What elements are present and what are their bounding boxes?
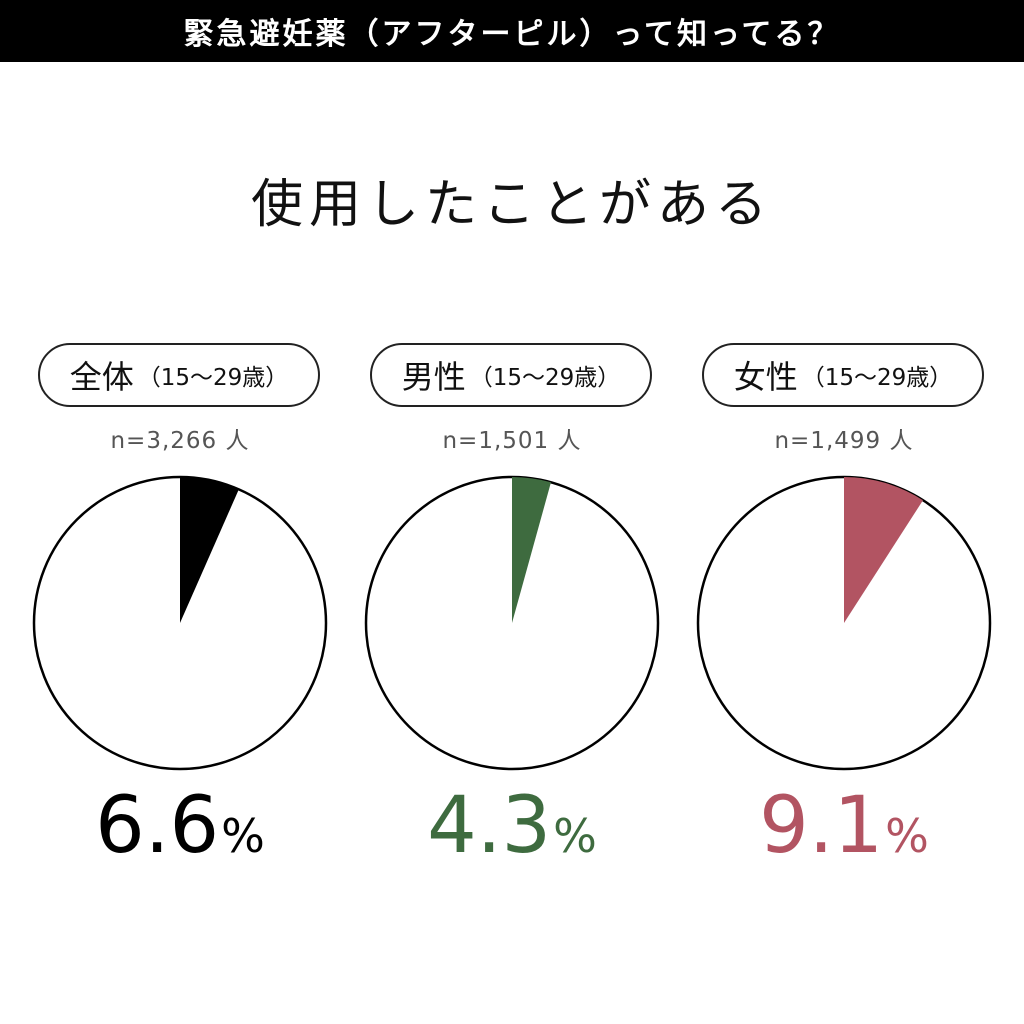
percent-sign: % xyxy=(553,809,597,863)
pie-panel-female: 女性 （15〜29歳） n=1,499 人 9.1% xyxy=(694,343,994,871)
group-label: 女性 xyxy=(733,358,798,396)
percentage-number: 4.3 xyxy=(427,781,552,871)
pie-slice xyxy=(180,477,239,623)
percentage-value: 6.6% xyxy=(30,781,330,892)
header-bar: 緊急避妊薬（アフターピル）って知ってる？ xyxy=(0,0,1024,62)
sample-size-label: n=1,501 人 xyxy=(442,428,582,454)
header-title: 緊急避妊薬（アフターピル）って知ってる？ xyxy=(183,17,841,52)
age-range-label: （15〜29歳） xyxy=(469,365,621,391)
percent-sign: % xyxy=(885,809,929,863)
age-range-label: （15〜29歳） xyxy=(137,365,289,391)
group-pill: 女性 （15〜29歳） xyxy=(702,343,984,407)
group-label: 男性 xyxy=(401,358,466,396)
percentage-number: 6.6 xyxy=(95,781,220,871)
sample-size-label: n=1,499 人 xyxy=(774,428,914,454)
pie-panel-male: 男性 （15〜29歳） n=1,501 人 4.3% xyxy=(362,343,662,871)
percentage-number: 9.1 xyxy=(759,781,884,871)
pie-chart-male xyxy=(364,475,660,771)
percentage-value: 9.1% xyxy=(694,781,994,892)
group-label: 全体 xyxy=(69,358,134,396)
sample-size-label: n=3,266 人 xyxy=(110,428,250,454)
pie-chart-female xyxy=(696,475,992,771)
percentage-value: 4.3% xyxy=(362,781,662,892)
pie-chart-overall xyxy=(32,475,328,771)
group-pill: 男性 （15〜29歳） xyxy=(370,343,652,407)
pie-slice xyxy=(844,477,923,623)
chart-subtitle: 使用したことがある xyxy=(250,175,773,235)
group-pill: 全体 （15〜29歳） xyxy=(38,343,320,407)
pie-slice xyxy=(512,477,551,623)
percent-sign: % xyxy=(221,809,265,863)
age-range-label: （15〜29歳） xyxy=(801,365,953,391)
pie-panel-overall: 全体 （15〜29歳） n=3,266 人 6.6% xyxy=(30,343,330,871)
